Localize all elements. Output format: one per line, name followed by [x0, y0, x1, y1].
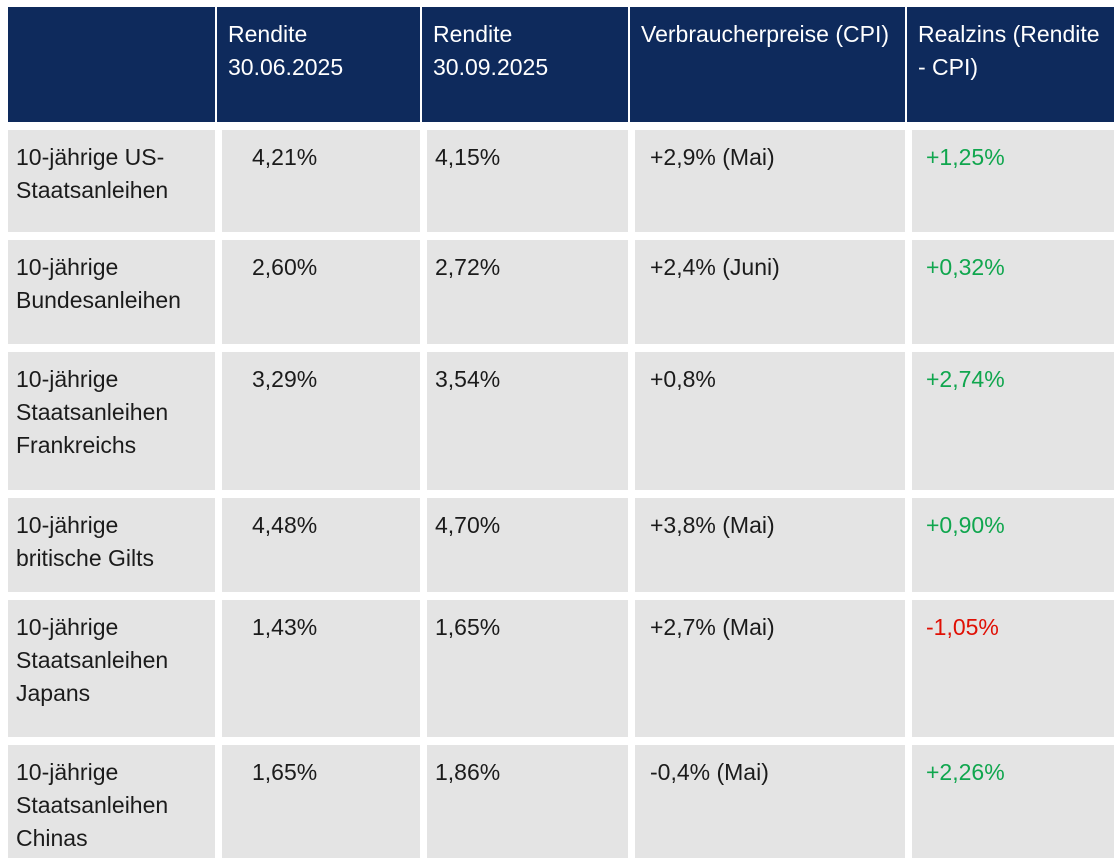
- realzins-value: -1,05%: [912, 600, 1114, 737]
- row-label: 10-jährige Staatsanleihen Japans: [8, 600, 215, 737]
- header-rendite-30-06-2025: Rendite 30.06.2025: [217, 7, 420, 122]
- rendite-30-06-value: 4,21%: [222, 130, 420, 232]
- header-verbraucherpreise-cpi: Verbraucherpreise (CPI): [630, 7, 905, 122]
- rendite-30-06-value: 3,29%: [222, 352, 420, 490]
- row-label: 10-jährige US-Staatsanleihen: [8, 130, 215, 232]
- realzins-value: +2,26%: [912, 745, 1114, 858]
- row-label: 10-jährige Staatsanleihen Chinas: [8, 745, 215, 858]
- rendite-30-09-value: 3,54%: [427, 352, 628, 490]
- cpi-value: +0,8%: [635, 352, 905, 490]
- row-label: 10-jährige Staatsanleihen Frankreichs: [8, 352, 215, 490]
- realzins-value: +0,90%: [912, 498, 1114, 592]
- header-realzins: Realzins (Rendite - CPI): [907, 7, 1114, 122]
- cpi-value: +2,7% (Mai): [635, 600, 905, 737]
- rendite-30-09-value: 2,72%: [427, 240, 628, 344]
- rendite-30-09-value: 4,70%: [427, 498, 628, 592]
- rendite-30-06-value: 4,48%: [222, 498, 420, 592]
- realzins-value: +2,74%: [912, 352, 1114, 490]
- rendite-30-09-value: 1,86%: [427, 745, 628, 858]
- rendite-30-06-value: 1,43%: [222, 600, 420, 737]
- header-empty: [8, 7, 215, 122]
- row-label: 10-jährige Bundesanleihen: [8, 240, 215, 344]
- rendite-30-09-value: 1,65%: [427, 600, 628, 737]
- rendite-30-06-value: 1,65%: [222, 745, 420, 858]
- cpi-value: +2,9% (Mai): [635, 130, 905, 232]
- cpi-value: +3,8% (Mai): [635, 498, 905, 592]
- cpi-value: -0,4% (Mai): [635, 745, 905, 858]
- realzins-value: +1,25%: [912, 130, 1114, 232]
- cpi-value: +2,4% (Juni): [635, 240, 905, 344]
- realzins-value: +0,32%: [912, 240, 1114, 344]
- row-label: 10-jährige britische Gilts: [8, 498, 215, 592]
- rendite-30-06-value: 2,60%: [222, 240, 420, 344]
- rendite-30-09-value: 4,15%: [427, 130, 628, 232]
- header-rendite-30-09-2025: Rendite 30.09.2025: [422, 7, 628, 122]
